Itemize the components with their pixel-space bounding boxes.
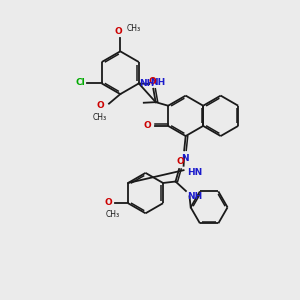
Text: N: N — [182, 154, 189, 163]
Text: O: O — [115, 27, 123, 36]
Text: O: O — [143, 121, 151, 130]
Text: O: O — [177, 157, 184, 166]
Text: NH: NH — [187, 192, 202, 201]
Text: NH: NH — [150, 78, 165, 87]
Text: CH₃: CH₃ — [106, 210, 120, 219]
Text: O: O — [149, 77, 157, 86]
Text: CH₃: CH₃ — [127, 25, 141, 34]
Text: CH₃: CH₃ — [93, 112, 107, 122]
Text: HN: HN — [187, 167, 202, 176]
Text: NH: NH — [140, 79, 155, 88]
Text: O: O — [96, 101, 104, 110]
Text: O: O — [105, 197, 112, 206]
Text: Cl: Cl — [76, 78, 85, 87]
